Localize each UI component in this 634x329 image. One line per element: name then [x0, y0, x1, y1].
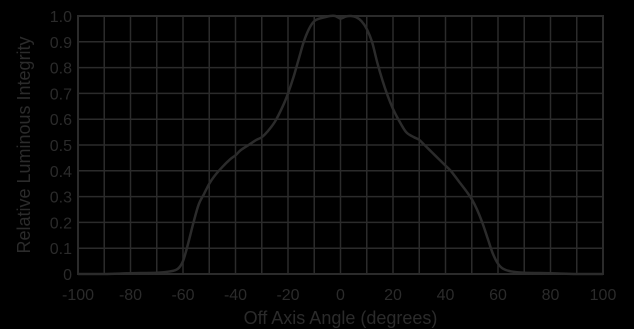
x-tick-label: 100: [590, 287, 617, 304]
y-tick-labels: 0 0.1 0.2 0.3 0.4 0.5 0.6 0.7 0.8 0.9 1.0: [50, 9, 72, 284]
series-line: [77, 14, 604, 276]
x-axis-title: Off Axis Angle (degrees): [244, 308, 438, 328]
y-tick-label: 0.5: [50, 138, 72, 155]
x-tick-label: 60: [489, 287, 507, 304]
x-tick-label: 40: [437, 287, 455, 304]
x-tick-label: -20: [276, 287, 299, 304]
y-tick-label: 0.6: [50, 112, 72, 129]
y-tick-label: 0: [63, 267, 72, 284]
y-tick-label: 1.0: [50, 9, 72, 26]
y-tick-label: 0.4: [50, 164, 72, 181]
y-axis-title: Relative Luminous Integrity: [14, 36, 34, 253]
y-tick-label: 0.3: [50, 190, 72, 207]
x-tick-label: 80: [542, 287, 560, 304]
x-tick-labels: -100 -80 -60 -40 -20 0 20 40 60 80 100: [62, 287, 616, 304]
series-lines: [77, 14, 604, 276]
x-tick-label: -80: [119, 287, 142, 304]
x-tick-label: 20: [384, 287, 402, 304]
y-tick-label: 0.7: [50, 86, 72, 103]
x-tick-label: -40: [224, 287, 247, 304]
plot-frame: [77, 15, 604, 275]
x-tick-label: -100: [62, 287, 94, 304]
x-tick-label: -60: [171, 287, 194, 304]
y-tick-label: 0.9: [50, 35, 72, 52]
y-tick-label: 0.1: [50, 241, 72, 258]
y-tick-label: 0.2: [50, 215, 72, 232]
y-tick-label: 0.8: [50, 61, 72, 78]
x-tick-label: 0: [336, 287, 345, 304]
grid: [77, 15, 604, 275]
